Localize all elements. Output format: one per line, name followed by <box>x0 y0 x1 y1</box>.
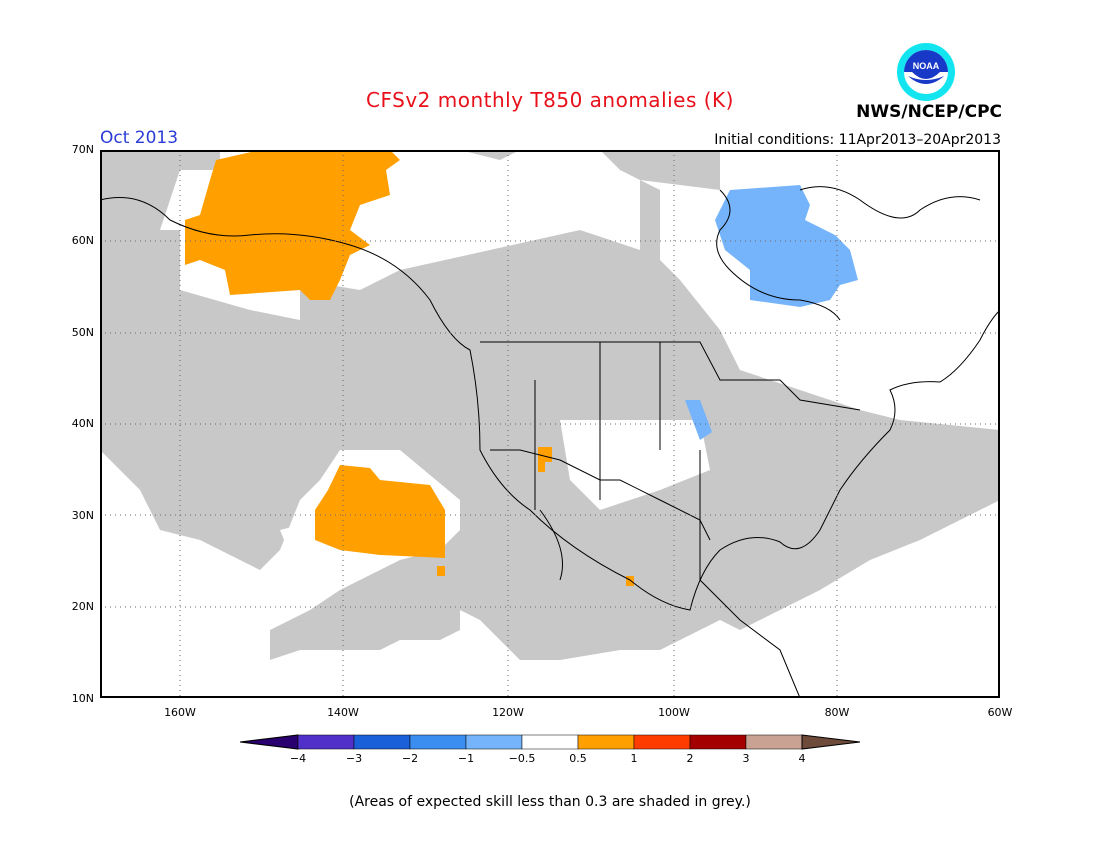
colorbar-label: −1 <box>457 752 475 765</box>
lat-label: 60N <box>71 234 94 247</box>
colorbar-cell <box>465 734 523 750</box>
colorbar-cell <box>689 734 747 750</box>
colorbar-label: −2 <box>401 752 419 765</box>
colorbar-label: 3 <box>742 752 750 765</box>
lon-label: 60W <box>987 706 1013 719</box>
colorbar-cell <box>297 734 355 750</box>
lat-label: 40N <box>71 417 94 430</box>
map-frame <box>100 150 1000 698</box>
colorbar-label: −3 <box>345 752 363 765</box>
valid-month: Oct 2013 <box>100 128 179 148</box>
cool-anomaly-areas <box>685 185 858 440</box>
lat-label: 10N <box>71 692 94 705</box>
graticule <box>100 150 1000 698</box>
colorbar-cell <box>521 734 579 750</box>
colorbar-cell <box>801 734 861 750</box>
lon-label: 80W <box>824 706 850 719</box>
logo-text: NOAA <box>913 61 940 71</box>
colorbar-label: −0.5 <box>508 752 536 765</box>
lat-label: 70N <box>71 143 94 156</box>
initial-conditions: Initial conditions: 11Apr2013–20Apr2013 <box>714 132 1001 148</box>
lon-label: 140W <box>327 706 359 719</box>
colorbar-cell <box>409 734 467 750</box>
lat-label: 30N <box>71 509 94 522</box>
lon-label: 160W <box>164 706 196 719</box>
colorbar-label: 1 <box>630 752 638 765</box>
colorbar-cell <box>240 734 299 750</box>
agency-label: NWS/NCEP/CPC <box>856 102 1002 122</box>
anomaly-map <box>100 150 1000 698</box>
low-skill-areas <box>100 150 1000 660</box>
skill-footnote: (Areas of expected skill less than 0.3 a… <box>349 794 751 810</box>
colorbar-cell <box>745 734 803 750</box>
noaa-logo: NOAA <box>897 43 955 101</box>
lon-label: 100W <box>658 706 690 719</box>
colorbar-cell <box>577 734 635 750</box>
lat-label: 20N <box>71 600 94 613</box>
colorbar-cell <box>353 734 411 750</box>
chart-title: CFSv2 monthly T850 anomalies (K) <box>366 88 734 112</box>
lat-label: 50N <box>71 326 94 339</box>
colorbar-cell <box>633 734 691 750</box>
warm-anomaly-areas <box>185 150 634 586</box>
colorbar-label: 2 <box>686 752 694 765</box>
colorbar <box>240 734 861 750</box>
colorbar-label: 0.5 <box>569 752 587 765</box>
lon-label: 120W <box>492 706 524 719</box>
colorbar-label: 4 <box>798 752 806 765</box>
colorbar-label: −4 <box>289 752 307 765</box>
